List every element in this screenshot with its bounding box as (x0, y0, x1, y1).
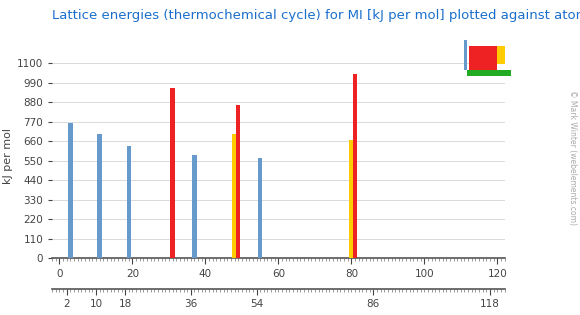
Bar (171, 88, 175, 258)
Text: Lattice energies (thermochemical cycle) for MI [kJ per mol] plotted against atom: Lattice energies (thermochemical cycle) … (52, 9, 580, 22)
Bar (236, 106, 241, 258)
Bar (497, 46, 505, 64)
Bar (258, 158, 262, 258)
Bar (349, 140, 354, 258)
Bar (469, 46, 497, 70)
Bar (68, 123, 72, 258)
Y-axis label: kJ per mol: kJ per mol (3, 128, 13, 184)
Bar (193, 155, 197, 258)
Bar (97, 135, 102, 258)
Bar (464, 41, 467, 70)
Bar (467, 70, 510, 76)
Bar (353, 74, 357, 258)
Bar (233, 134, 237, 258)
Text: © Mark Winter (webelements.com): © Mark Winter (webelements.com) (568, 90, 577, 225)
Bar (126, 146, 131, 258)
